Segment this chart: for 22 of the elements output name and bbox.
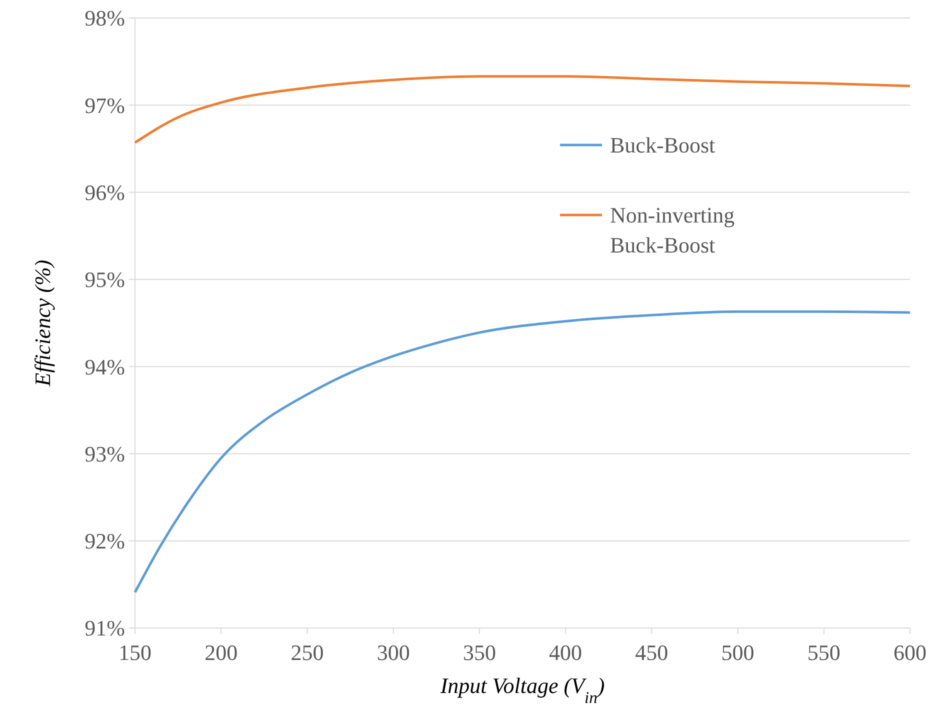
- y-tick-label: 97%: [84, 92, 125, 118]
- y-tick-label: 92%: [84, 528, 125, 554]
- y-tick-label: 94%: [84, 354, 125, 380]
- x-axis-title: Input Voltage (V$_{in}$): [439, 673, 605, 706]
- x-tick-label: 150: [118, 640, 152, 665]
- x-tick-label: 500: [721, 640, 754, 665]
- y-axis-title: Efficiency (%): [30, 260, 55, 388]
- x-tick-label: 400: [549, 640, 582, 665]
- x-tick-label: 300: [376, 640, 410, 665]
- y-tick-label: 91%: [84, 616, 125, 641]
- x-tick-label: 550: [807, 640, 840, 665]
- x-tick-label: 350: [462, 640, 496, 665]
- x-tick-label: 250: [290, 640, 324, 665]
- y-tick-label: 96%: [84, 180, 125, 205]
- legend-label: Buck-Boost: [610, 132, 716, 158]
- legend-label: Non-inverting Buck-Boost: [610, 202, 735, 258]
- y-tick-label: 93%: [84, 441, 125, 466]
- y-tick-label: 95%: [84, 267, 125, 292]
- x-tick-label: 450: [635, 640, 668, 665]
- x-tick-label: 200: [204, 640, 238, 665]
- y-tick-label: 98%: [84, 6, 125, 31]
- x-tick-label: 600: [894, 640, 926, 665]
